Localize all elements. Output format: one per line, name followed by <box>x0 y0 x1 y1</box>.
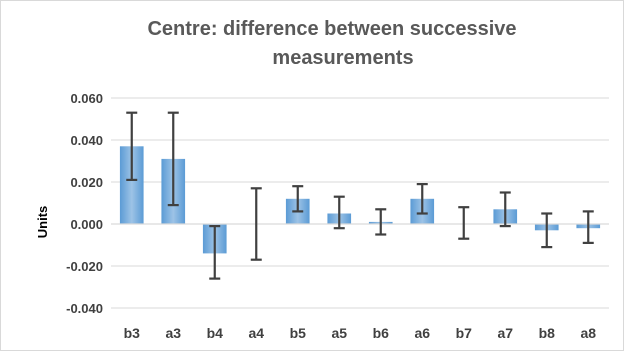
x-tick-label: b5 <box>290 325 307 341</box>
chart-title-line-1: Centre: difference between successive <box>147 18 517 40</box>
y-tick-label: 0.000 <box>70 217 103 232</box>
x-tick-label: b7 <box>456 325 473 341</box>
x-tick-label: a4 <box>248 325 264 341</box>
y-tick-label: -0.040 <box>66 301 103 316</box>
y-tick-label: -0.020 <box>66 259 103 274</box>
y-tick-label: 0.020 <box>70 175 103 190</box>
x-tick-label: a5 <box>331 325 347 341</box>
x-tick-label: a7 <box>497 325 513 341</box>
x-tick-label: b3 <box>124 325 141 341</box>
x-tick-label: b6 <box>373 325 390 341</box>
chart-title: Centre: difference between successive me… <box>71 15 593 73</box>
x-tick-label: a3 <box>165 325 181 341</box>
x-tick-label: b4 <box>207 325 224 341</box>
x-tick-label: b8 <box>539 325 556 341</box>
y-tick-label: 0.040 <box>70 133 103 148</box>
y-axis-label: Units <box>35 206 50 239</box>
y-tick-label: 0.060 <box>70 91 103 106</box>
chart-title-line-2: measurements <box>272 47 414 69</box>
x-tick-label: a6 <box>414 325 430 341</box>
bar <box>119 146 144 224</box>
x-tick-label: a8 <box>580 325 596 341</box>
